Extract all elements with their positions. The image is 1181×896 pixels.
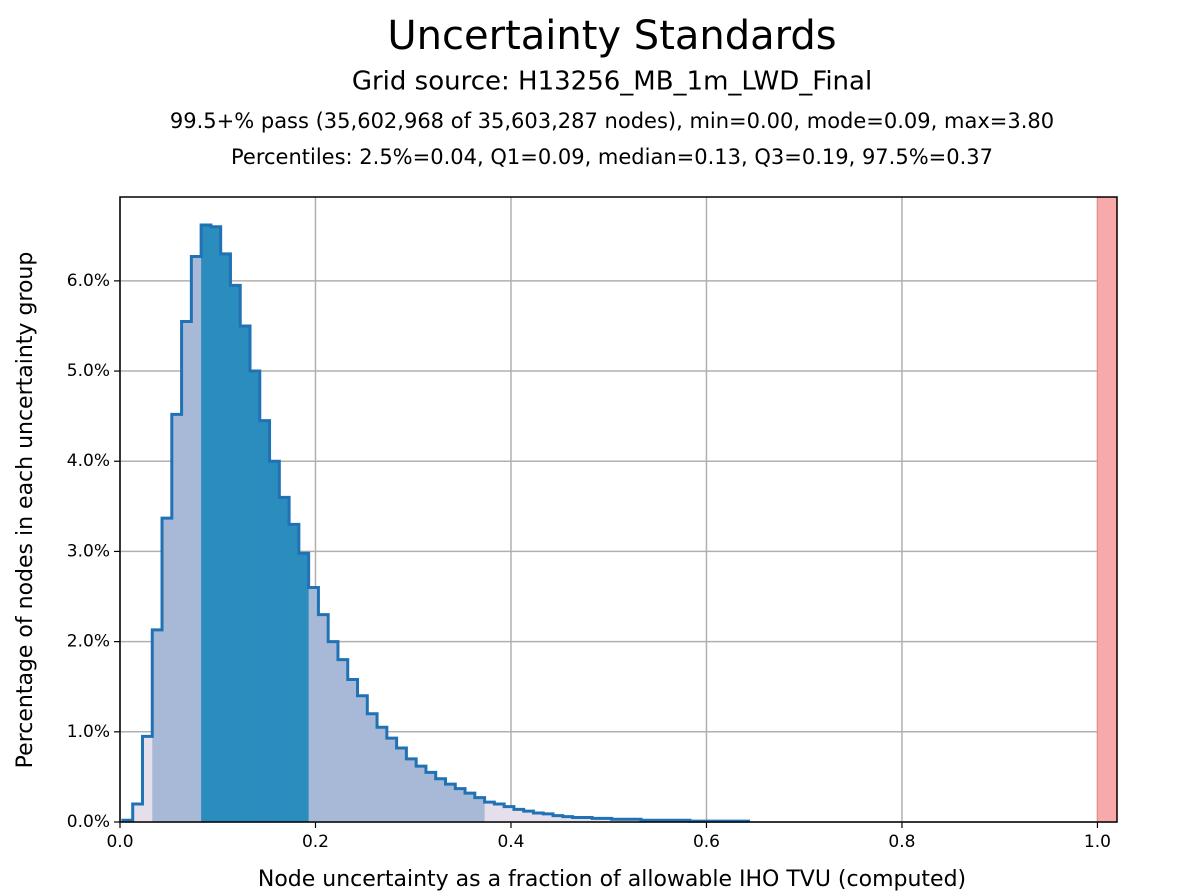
bar <box>484 802 495 822</box>
bar <box>289 524 300 822</box>
bar <box>142 736 153 822</box>
bar <box>504 806 515 822</box>
chart-title: Uncertainty Standards <box>387 13 836 59</box>
bar <box>132 803 143 822</box>
annotation: 99.5+% pass (35,602,968 of 35,603,287 no… <box>170 109 1054 133</box>
bar <box>181 321 192 822</box>
y-tick-label: 3.0% <box>67 541 110 561</box>
bar <box>201 224 212 823</box>
bar <box>513 809 525 822</box>
y-axis-label: Percentage of nodes in each uncertainty … <box>13 252 38 769</box>
bar <box>298 553 310 822</box>
bar <box>582 817 593 822</box>
plot-frame <box>119 196 1118 823</box>
bar <box>318 614 329 822</box>
y-tick-label: 5.0% <box>67 361 110 381</box>
bar <box>553 815 564 822</box>
bar <box>435 778 446 822</box>
bar <box>474 797 485 822</box>
bar <box>465 793 476 822</box>
x-axis-label: Node uncertainty as a fraction of allowa… <box>258 867 966 892</box>
bar <box>191 256 202 822</box>
histogram-outline <box>121 223 751 823</box>
bar <box>337 659 349 822</box>
bar <box>406 758 417 822</box>
bar <box>592 818 603 822</box>
x-tick-label: 0.8 <box>888 832 915 852</box>
y-tick-label: 4.0% <box>67 451 110 471</box>
bar <box>367 713 378 822</box>
bar <box>279 497 290 822</box>
bar <box>396 748 407 822</box>
bar <box>162 518 173 822</box>
bar <box>416 766 427 822</box>
bar <box>259 420 270 822</box>
bar <box>445 784 456 822</box>
x-tick-label: 0.6 <box>693 832 720 852</box>
bar <box>240 325 251 822</box>
bar <box>250 371 261 822</box>
bar <box>357 695 368 822</box>
chart-subtitle: Grid source: H13256_MB_1m_LWD_Final <box>352 67 872 97</box>
bar <box>230 285 241 822</box>
y-tick-label: 2.0% <box>67 632 110 652</box>
x-tick-label: 0.4 <box>497 832 524 852</box>
bar <box>308 587 319 822</box>
bar <box>543 813 554 822</box>
bar <box>377 727 388 822</box>
annotation: Percentiles: 2.5%=0.04, Q1=0.09, median=… <box>231 145 993 169</box>
bar <box>425 772 437 822</box>
bar <box>455 788 466 822</box>
bar <box>347 679 358 822</box>
bar <box>601 818 613 822</box>
x-tick-label: 1.0 <box>1084 832 1111 852</box>
bar <box>494 803 505 822</box>
bar <box>328 641 339 822</box>
bar <box>269 461 280 822</box>
bar <box>533 812 544 822</box>
fail-region <box>1097 197 1117 822</box>
bar <box>523 811 534 822</box>
bar <box>572 817 583 822</box>
bar <box>152 629 163 822</box>
y-tick-label: 6.0% <box>67 271 110 291</box>
bar <box>386 738 398 822</box>
bar <box>210 226 222 822</box>
y-tick-label: 0.0% <box>67 812 110 832</box>
x-tick-label: 0.2 <box>302 832 329 852</box>
bar <box>220 253 231 822</box>
x-tick-label: 0.0 <box>106 832 133 852</box>
bar <box>171 414 182 822</box>
y-tick-label: 1.0% <box>67 722 110 742</box>
bar <box>562 816 573 822</box>
